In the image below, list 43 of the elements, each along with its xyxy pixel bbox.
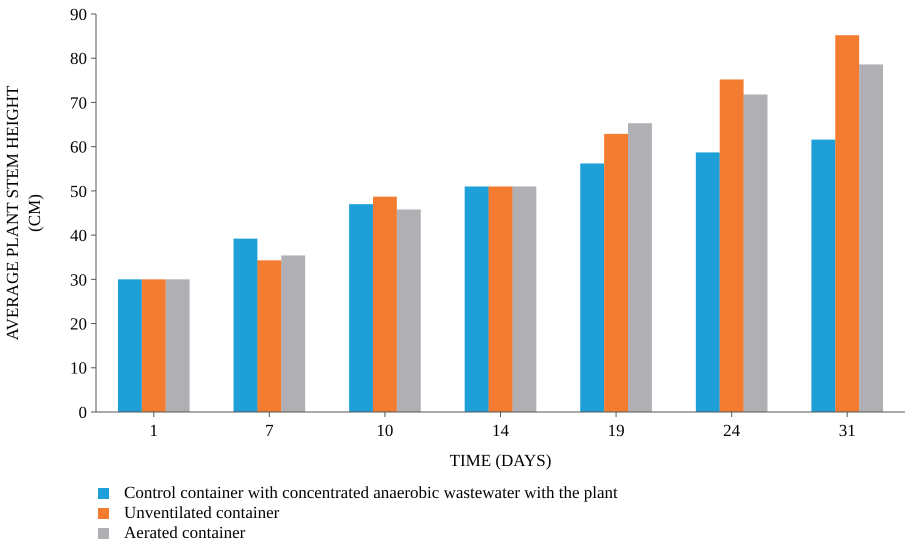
y-tick-label: 60 (70, 138, 87, 157)
y-tick-label: 30 (70, 270, 87, 290)
y-tick-label: 80 (70, 49, 87, 68)
y-tick-label: 10 (70, 358, 87, 378)
x-tick-label: 31 (838, 421, 856, 440)
x-tick-label: 19 (608, 421, 625, 440)
legend-label: Control container with concentrated anaerobic wastewater with the plant (124, 483, 618, 502)
bar (166, 279, 190, 412)
y-tick-label: 0 (78, 402, 87, 422)
bar (512, 186, 536, 412)
bar (604, 134, 628, 412)
x-axis-title: TIME (DAYS) (450, 451, 552, 470)
x-tick-label: 14 (492, 421, 510, 440)
bar (396, 209, 421, 412)
bar (142, 279, 166, 412)
legend-label: Aerated container (124, 523, 246, 542)
bar (464, 186, 489, 412)
y-tick-label: 40 (70, 226, 87, 246)
bar (811, 140, 836, 412)
x-tick-label: 7 (265, 421, 274, 440)
y-tick-label: 20 (70, 314, 87, 334)
bar (372, 196, 397, 412)
x-tick-label: 1 (150, 421, 158, 440)
bar (118, 279, 142, 412)
bar (580, 163, 604, 412)
bar (234, 238, 258, 412)
bar (720, 79, 744, 412)
x-tick-label: 10 (376, 421, 394, 440)
bar (744, 94, 768, 412)
legend-label: Unventilated container (124, 503, 280, 522)
bar (835, 35, 860, 412)
bar (859, 64, 884, 412)
bar (488, 186, 512, 412)
bar (628, 123, 652, 412)
bar (257, 260, 282, 412)
y-tick-label: 70 (70, 93, 87, 112)
y-tick-label: 90 (70, 4, 87, 24)
x-tick-label: 24 (723, 421, 741, 440)
bar (696, 152, 720, 412)
y-tick-label: 50 (70, 182, 87, 201)
y-axis-title: AVERAGE PLANT STEM HEIGHT (CM) (3, 84, 44, 340)
bar (281, 255, 306, 412)
bar (349, 204, 373, 412)
